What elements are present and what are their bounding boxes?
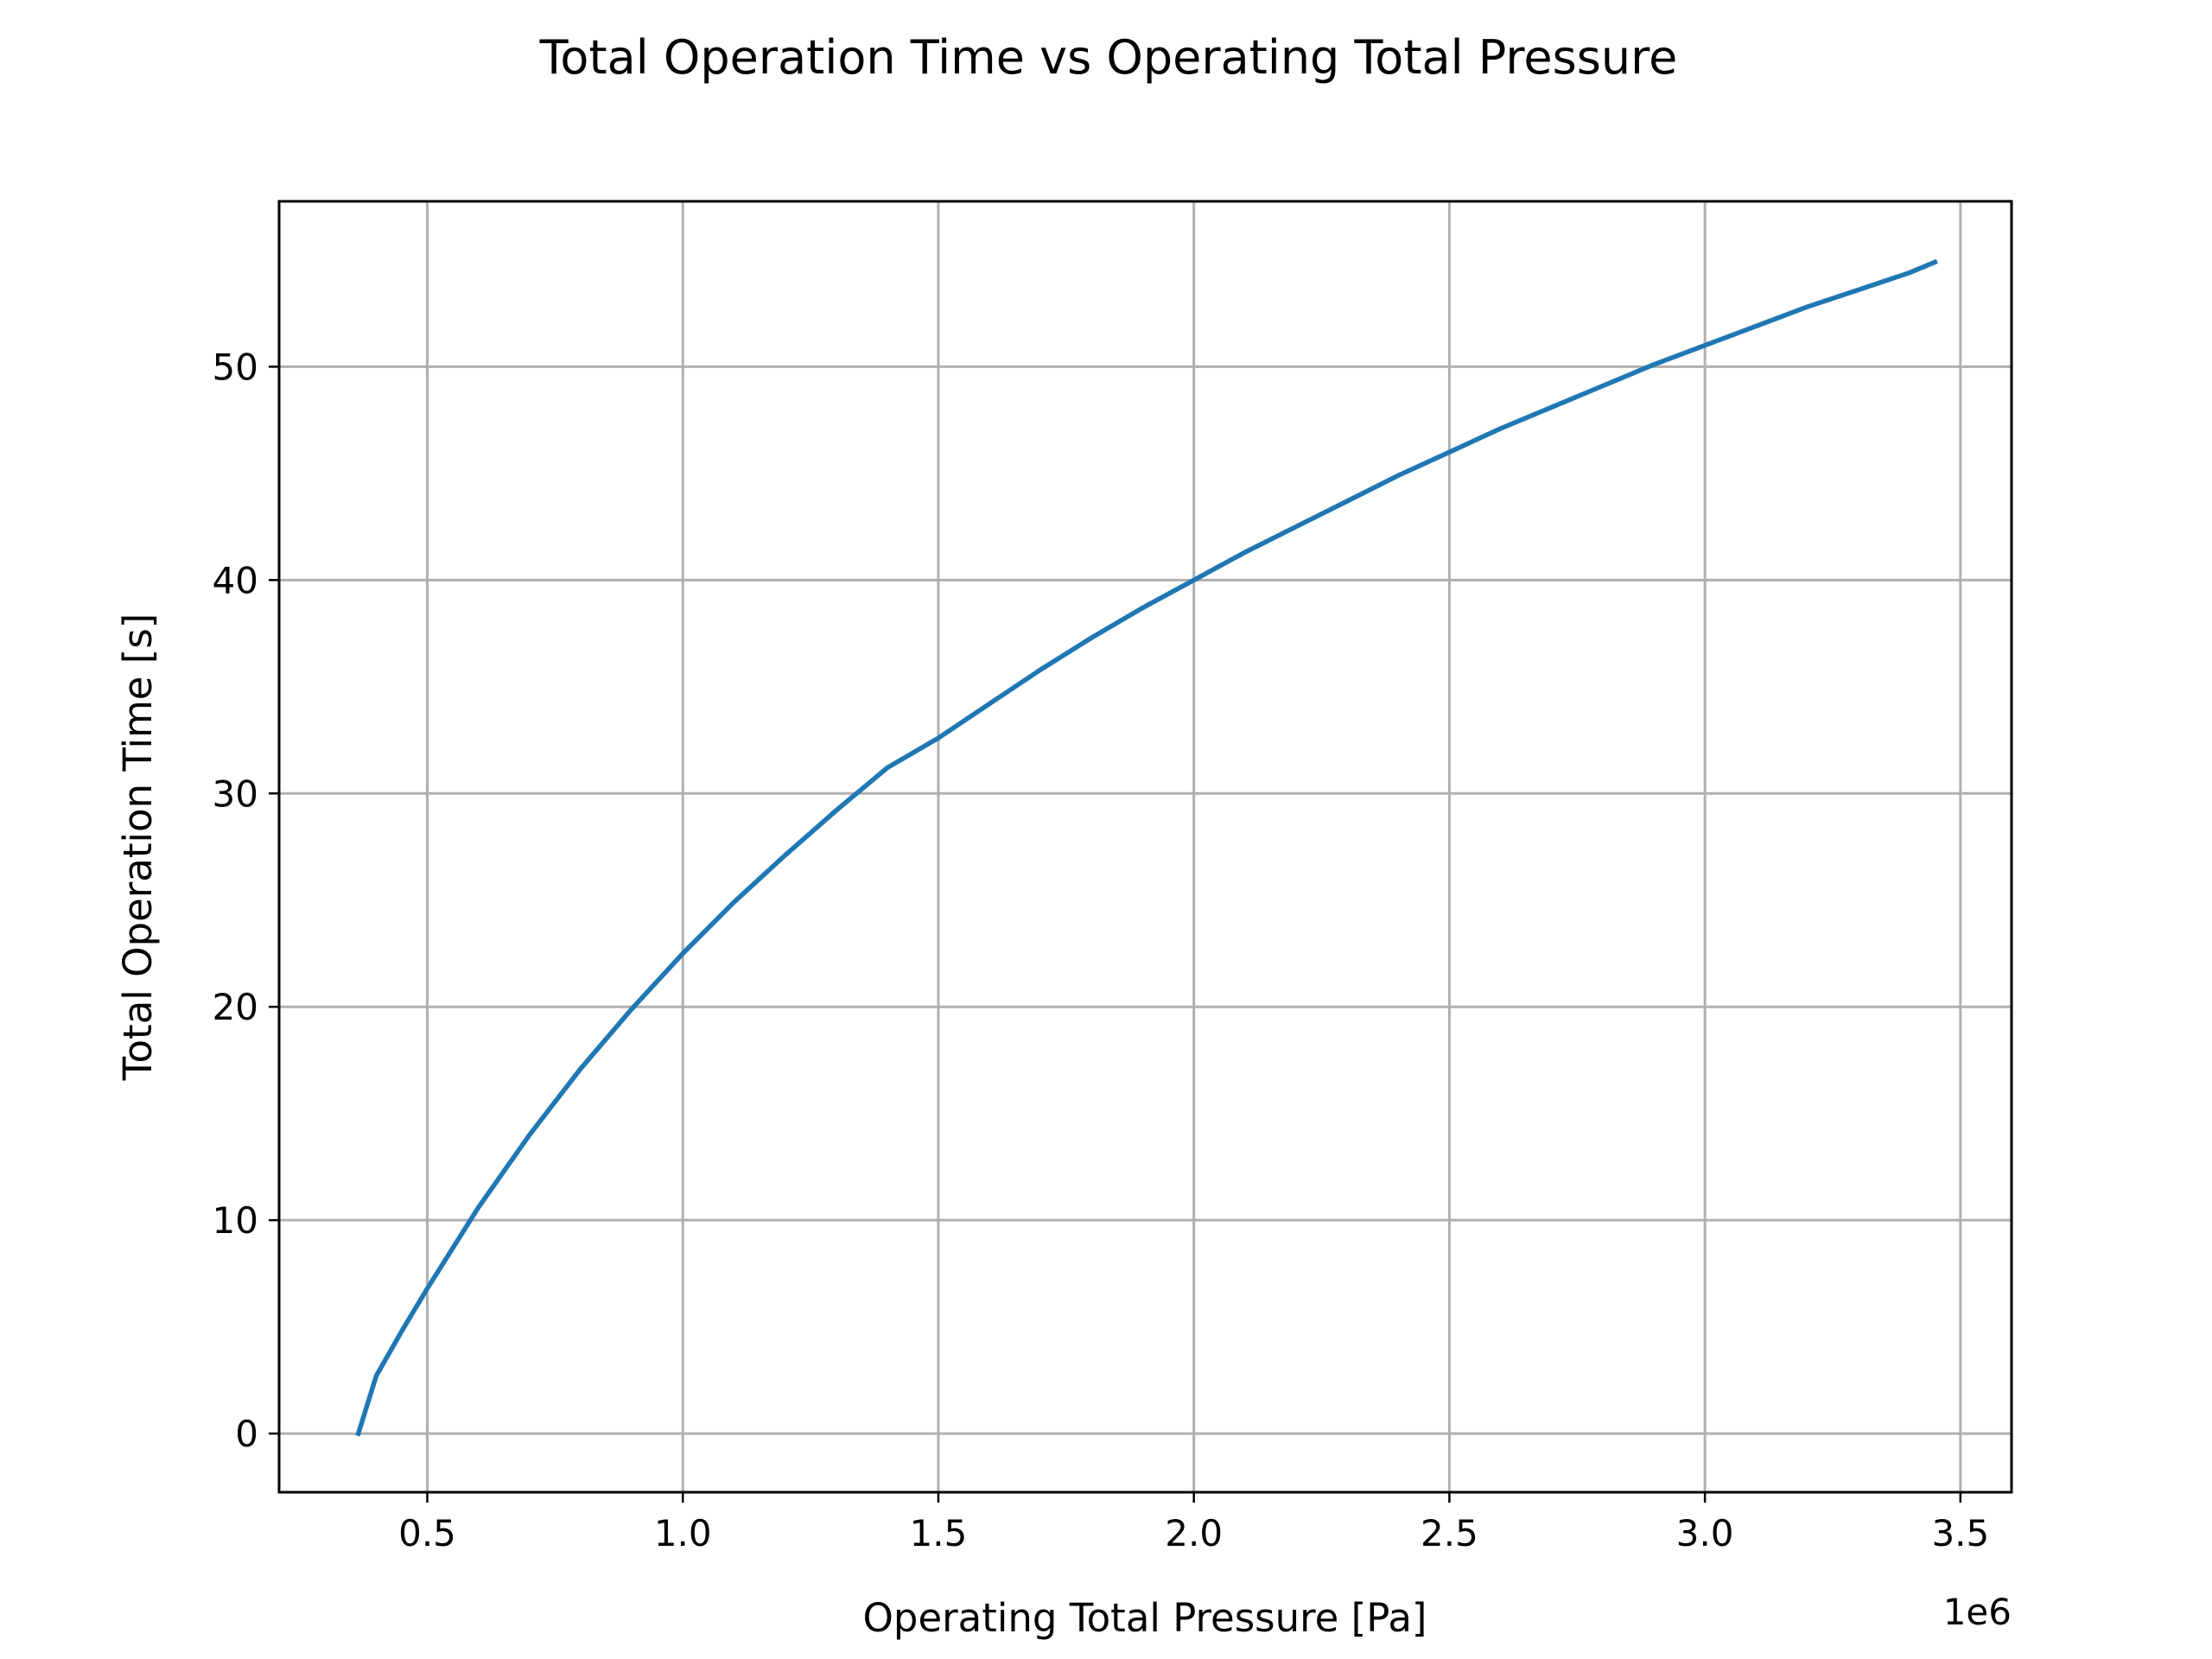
x-tick-label: 1.0 [654,1512,712,1554]
x-tick-label: 1.5 [910,1512,968,1554]
plot-frame [277,200,2013,1494]
ticks: 0.5 1.0 1.5 2.0 2.5 3.0 3.5 0 10 20 30 40 50 [213,346,1990,1554]
y-axis-label: Total Operation Time [s] [115,613,161,1082]
x-tick-label: 3.5 [1931,1512,1989,1554]
y-tick-label: 20 [213,986,258,1028]
x-tick-label: 2.0 [1165,1512,1223,1554]
x-tick-label: 0.5 [398,1512,456,1554]
x-tick-label: 3.0 [1676,1512,1734,1554]
series-line [355,258,1938,1437]
x-tick-label: 2.5 [1421,1512,1478,1554]
x-axis-label: Operating Total Pressure [Pa] [863,1595,1427,1641]
grid [279,201,2012,1492]
y-tick-label: 30 [213,772,258,815]
y-tick-label: 50 [213,346,258,388]
chart-title: Total Operation Time vs Operating Total … [539,30,1678,85]
y-tick-label: 40 [213,559,258,601]
x-offset-label: 1e6 [1943,1591,2012,1633]
y-tick-label: 10 [213,1199,258,1242]
y-tick-label: 0 [235,1413,258,1455]
series-layer [355,258,1938,1437]
